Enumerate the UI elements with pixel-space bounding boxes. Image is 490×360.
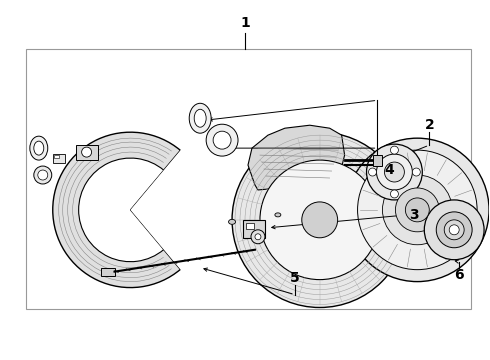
Ellipse shape — [30, 136, 48, 160]
Circle shape — [34, 166, 52, 184]
Circle shape — [260, 160, 379, 280]
Wedge shape — [130, 149, 210, 271]
Circle shape — [385, 162, 404, 182]
Circle shape — [395, 188, 439, 232]
Circle shape — [213, 131, 231, 149]
Wedge shape — [78, 158, 164, 262]
Ellipse shape — [275, 213, 281, 217]
Circle shape — [449, 225, 459, 235]
Circle shape — [345, 138, 489, 282]
Circle shape — [251, 230, 265, 244]
Ellipse shape — [189, 103, 211, 133]
Circle shape — [424, 200, 484, 260]
Circle shape — [358, 150, 477, 270]
Circle shape — [391, 146, 398, 154]
Circle shape — [82, 147, 92, 157]
Text: 6: 6 — [454, 267, 464, 282]
Text: 1: 1 — [240, 15, 250, 30]
Circle shape — [232, 132, 407, 307]
Bar — [54, 155, 59, 158]
Circle shape — [376, 154, 413, 190]
Text: 4: 4 — [385, 163, 394, 177]
Circle shape — [206, 124, 238, 156]
Ellipse shape — [34, 141, 44, 155]
Wedge shape — [53, 132, 180, 288]
Bar — [246, 223, 254, 229]
Circle shape — [38, 170, 48, 180]
Text: 2: 2 — [424, 118, 434, 132]
Bar — [372, 155, 383, 166]
Bar — [53, 154, 65, 163]
Circle shape — [391, 190, 398, 198]
Circle shape — [436, 212, 472, 248]
Circle shape — [405, 198, 429, 222]
Circle shape — [413, 168, 420, 176]
Circle shape — [368, 168, 376, 176]
Circle shape — [444, 220, 464, 240]
Circle shape — [255, 234, 261, 240]
Ellipse shape — [228, 219, 236, 224]
Bar — [75, 145, 98, 160]
Circle shape — [383, 175, 452, 245]
Bar — [243, 220, 265, 238]
Text: 3: 3 — [410, 208, 419, 222]
Ellipse shape — [194, 109, 206, 127]
Bar — [100, 268, 115, 276]
Circle shape — [302, 202, 338, 238]
Text: 5: 5 — [290, 271, 300, 285]
Bar — [26, 49, 471, 310]
Polygon shape — [248, 125, 344, 190]
Circle shape — [367, 144, 422, 200]
